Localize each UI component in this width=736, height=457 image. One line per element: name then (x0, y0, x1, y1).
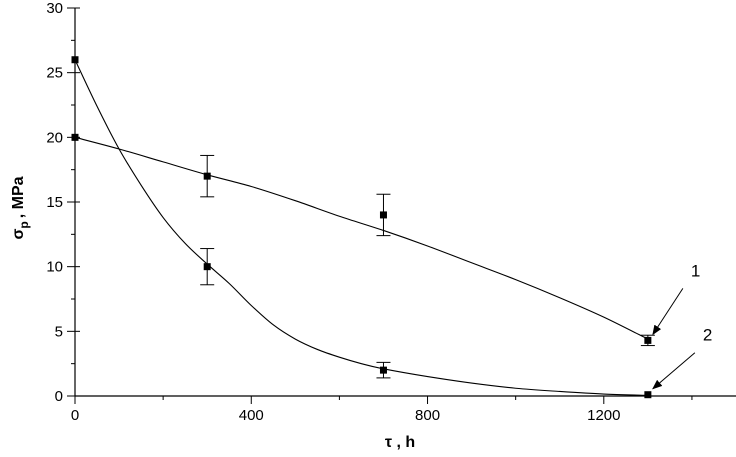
data-point-series-1 (644, 336, 652, 344)
data-point-series-1 (203, 172, 211, 180)
data-points (71, 56, 652, 399)
y-tick-label: 0 (55, 388, 63, 405)
y-tick-label: 5 (55, 323, 63, 340)
y-tick-label: 15 (46, 194, 63, 211)
x-tick-label: 400 (239, 407, 264, 424)
y-axis-title-sub: p (17, 221, 31, 228)
annotations: 12 (652, 261, 712, 390)
y-tick-label: 25 (46, 65, 63, 82)
data-point-series-2 (203, 263, 211, 271)
y-axis-title: σp , MPa (10, 176, 31, 239)
fit-curve-series-2 (74, 59, 648, 396)
y-axis-title-main: σ (10, 229, 27, 240)
data-point-series-2 (71, 56, 79, 64)
x-tick-label: 1200 (587, 407, 620, 424)
annotation-label-2: 2 (703, 326, 712, 345)
y-tick-label: 20 (46, 129, 63, 146)
fit-curve-series-1 (74, 136, 649, 340)
fit-curves (74, 59, 649, 396)
annotation-arrow-1 (652, 288, 684, 336)
data-point-series-1 (71, 133, 79, 141)
y-tick-label: 10 (46, 259, 63, 276)
y-tick-label: 30 (46, 0, 63, 17)
axes: 0 400 800 1200 0 5 10 15 20 25 30 (46, 0, 736, 424)
x-tick-label: 0 (71, 407, 79, 424)
annotation-arrow-2 (652, 352, 696, 390)
x-axis-title: τ , h (385, 434, 415, 451)
annotation-label-1: 1 (691, 261, 700, 280)
error-bars (200, 154, 655, 379)
y-axis-title-rest: , MPa (10, 176, 27, 218)
data-point-series-2 (644, 391, 652, 399)
data-point-series-1 (379, 211, 387, 219)
x-tick-label: 800 (415, 407, 440, 424)
data-point-series-2 (379, 366, 387, 374)
